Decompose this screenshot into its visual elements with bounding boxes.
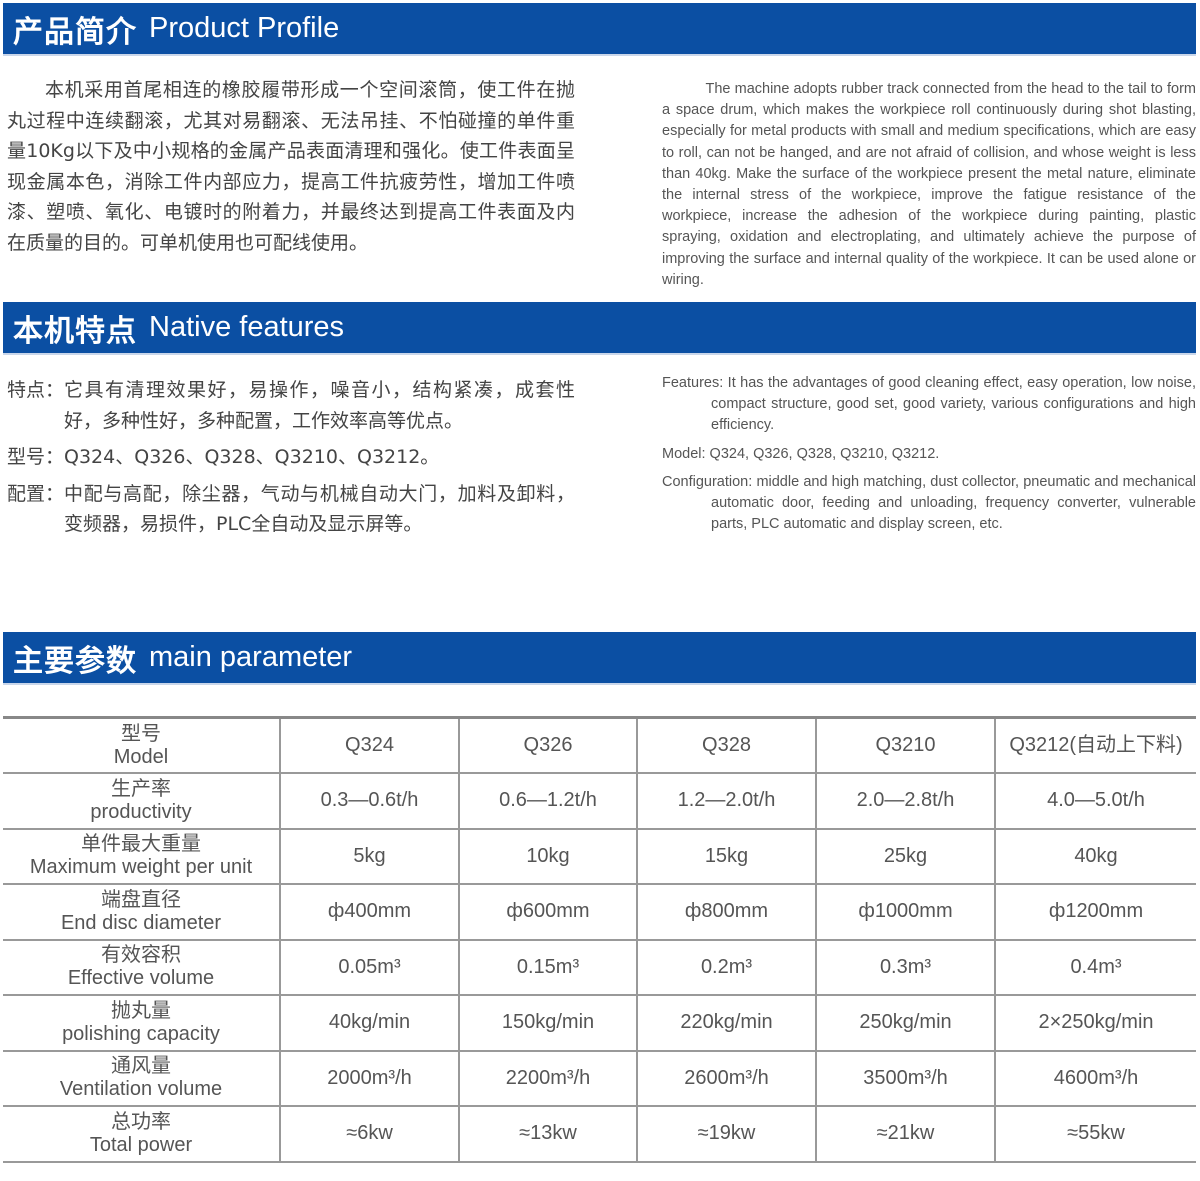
param-value: 2000m³/h [279, 1049, 460, 1107]
table-row: 总功率 Total power ≈6kw ≈13kw ≈19kw ≈21kw ≈55kw [3, 1105, 1196, 1163]
table-row: 端盘直径 End disc diameter ф400mm ф600mm ф800mm ф… [3, 883, 1196, 941]
param-value: ≈6kw [279, 1105, 460, 1163]
param-value: ≈21kw [815, 1105, 996, 1163]
feature-key: 配置： [7, 482, 65, 505]
param-value: 220kg/min [636, 994, 817, 1052]
section-title-zh: 主要参数 [13, 643, 137, 679]
param-value: 40kg/min [279, 994, 460, 1052]
features-zh: 特点： 它具有清理效果好，易操作，噪音小，结构紧凑，成套性好，多种性好，多种配置，… [7, 375, 575, 546]
section-title-en: Product Profile [149, 12, 340, 44]
section-header-profile: 产品简介 Product Profile [3, 3, 1196, 56]
param-value: 0.3m³ [815, 938, 996, 996]
feature-item-en: Configuration: middle and high matching,… [662, 473, 1196, 533]
param-label-zh: 总功率 [111, 1110, 171, 1133]
profile-text-zh: 本机采用首尾相连的橡胶履带形成一个空间滚筒，使工件在抛丸过程中连续翻滚，尤其对易… [7, 79, 575, 254]
param-label-zh: 型号 [121, 722, 161, 745]
section-title-zh: 产品简介 [13, 14, 137, 50]
table-row: 生产率 productivity 0.3—0.6t/h 0.6—1.2t/h 1.2—2… [3, 772, 1196, 830]
param-label-en: Total power [89, 1133, 193, 1156]
param-value: 40kg [994, 827, 1196, 885]
param-value: 0.4m³ [994, 938, 1196, 996]
param-label-en: Maximum weight per unit [29, 856, 253, 879]
table-row: 通风量 Ventilation volume 2000m³/h 2200m³/h 260… [3, 1049, 1196, 1107]
param-value: ≈19kw [636, 1105, 817, 1163]
feature-item: 特点： 它具有清理效果好，易操作，噪音小，结构紧凑，成套性好，多种性好，多种配置，… [7, 375, 575, 436]
param-value: ф800mm [636, 883, 817, 941]
param-label-en: Ventilation volume [59, 1078, 223, 1101]
feature-item: 型号： Q324、Q326、Q328、Q3210、Q3212。 [7, 442, 575, 473]
param-value: Q326 [458, 716, 638, 774]
feature-item: 配置： 中配与高配，除尘器，气动与机械自动大门，加料及卸料，变频器，易损件，PLC… [7, 479, 575, 540]
param-value: ф400mm [279, 883, 460, 941]
feature-key: 特点： [7, 379, 65, 401]
param-value: 0.2m³ [636, 938, 817, 996]
param-value: 1.2—2.0t/h [636, 772, 817, 830]
param-value: 15kg [636, 827, 817, 885]
section-title-en: main parameter [149, 641, 353, 673]
section-header-params: 主要参数 main parameter [3, 632, 1196, 685]
param-value: ф1000mm [815, 883, 996, 941]
section-header-features: 本机特点 Native features [3, 302, 1196, 355]
feature-value: Q324、Q326、Q328、Q3210、Q3212。 [64, 446, 440, 468]
param-label-zh: 生产率 [111, 777, 171, 800]
param-label-zh: 抛丸量 [111, 999, 171, 1022]
param-label-zh: 通风量 [111, 1055, 171, 1078]
param-value: ф1200mm [994, 883, 1196, 941]
param-value: 0.15m³ [458, 938, 638, 996]
param-label-en: productivity [90, 800, 192, 823]
param-label-en: polishing capacity [62, 1022, 220, 1045]
parameter-table: 型号 Model Q324 Q326 Q328 Q3210 Q3212(自动上下料) 生产率 p… [3, 716, 1196, 1163]
param-label: 型号 Model [3, 716, 281, 774]
feature-key: 型号： [7, 446, 65, 468]
table-row: 抛丸量 polishing capacity 40kg/min 150kg/min 22… [3, 994, 1196, 1052]
param-value: 10kg [458, 827, 638, 885]
param-label: 单件最大重量 Maximum weight per unit [3, 827, 281, 885]
table-row: 有效容积 Effective volume 0.05m³ 0.15m³ 0.2m³ 0.3… [3, 938, 1196, 996]
param-value: 2×250kg/min [994, 994, 1196, 1052]
param-value: 3500m³/h [815, 1049, 996, 1107]
profile-text-en: The machine adopts rubber track connecte… [662, 81, 1196, 288]
param-label-en: Effective volume [67, 967, 215, 990]
param-value: 150kg/min [458, 994, 638, 1052]
table-row: 型号 Model Q324 Q326 Q328 Q3210 Q3212(自动上下料) [3, 716, 1196, 774]
param-label: 端盘直径 End disc diameter [3, 883, 281, 941]
param-value: Q328 [636, 716, 817, 774]
param-value: ≈13kw [458, 1105, 638, 1163]
param-value: Q3212(自动上下料) [994, 716, 1196, 774]
param-value: 0.3—0.6t/h [279, 772, 460, 830]
param-value: 4.0—5.0t/h [994, 772, 1196, 830]
feature-item-en: Model: Q324, Q326, Q328, Q3210, Q3212. [662, 445, 940, 462]
param-value: 2600m³/h [636, 1049, 817, 1107]
features-en: Features: It has the advantages of good … [662, 373, 1196, 542]
feature-item-en: Features: It has the advantages of good … [662, 375, 1196, 434]
param-label: 生产率 productivity [3, 772, 281, 830]
param-value: ≈55kw [994, 1105, 1196, 1163]
param-value: ф600mm [458, 883, 638, 941]
section-title-en: Native features [149, 311, 345, 343]
param-label-zh: 单件最大重量 [81, 833, 201, 856]
param-value: Q324 [279, 716, 460, 774]
param-value: 25kg [815, 827, 996, 885]
table-row: 单件最大重量 Maximum weight per unit 5kg 10kg 15kg… [3, 827, 1196, 885]
param-label: 抛丸量 polishing capacity [3, 994, 281, 1052]
param-value: Q3210 [815, 716, 996, 774]
param-value: 250kg/min [815, 994, 996, 1052]
param-label-zh: 端盘直径 [101, 888, 181, 911]
param-value: 0.6—1.2t/h [458, 772, 638, 830]
feature-value: 它具有清理效果好，易操作，噪音小，结构紧凑，成套性好，多种性好，多种配置，工作效… [64, 379, 575, 432]
param-label-en: Model [113, 745, 169, 768]
param-label: 有效容积 Effective volume [3, 938, 281, 996]
param-value: 5kg [279, 827, 460, 885]
param-value: 4600m³/h [994, 1049, 1196, 1107]
param-label-en: End disc diameter [60, 911, 222, 934]
feature-value: 中配与高配，除尘器，气动与机械自动大门，加料及卸料，变频器，易损件，PLC全自动… [64, 482, 575, 536]
param-value: 2.0—2.8t/h [815, 772, 996, 830]
param-label: 通风量 Ventilation volume [3, 1049, 281, 1107]
section-title-zh: 本机特点 [13, 313, 137, 349]
param-label-zh: 有效容积 [101, 944, 181, 967]
param-value: 2200m³/h [458, 1049, 638, 1107]
param-value: 0.05m³ [279, 938, 460, 996]
param-label: 总功率 Total power [3, 1105, 281, 1163]
